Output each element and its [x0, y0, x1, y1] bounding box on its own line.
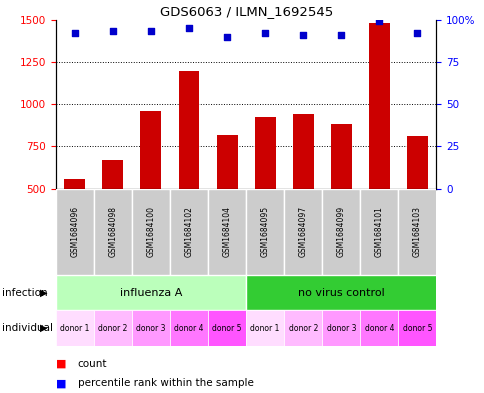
- Bar: [360, 189, 398, 275]
- Point: [71, 30, 78, 36]
- Text: donor 2: donor 2: [98, 324, 127, 332]
- Bar: [170, 189, 208, 275]
- Bar: [398, 310, 436, 346]
- Bar: [178, 71, 199, 189]
- Point: [223, 33, 230, 40]
- Bar: [64, 179, 85, 189]
- Bar: [330, 125, 351, 189]
- Bar: [245, 310, 284, 346]
- Text: donor 1: donor 1: [60, 324, 90, 332]
- Bar: [56, 189, 94, 275]
- Title: GDS6063 / ILMN_1692545: GDS6063 / ILMN_1692545: [159, 6, 332, 18]
- Text: GSM1684096: GSM1684096: [70, 206, 79, 257]
- Bar: [245, 275, 436, 310]
- Text: GSM1684097: GSM1684097: [298, 206, 307, 257]
- Text: GSM1684104: GSM1684104: [222, 206, 231, 257]
- Text: donor 2: donor 2: [288, 324, 318, 332]
- Text: count: count: [77, 358, 107, 369]
- Bar: [208, 189, 245, 275]
- Text: infection: infection: [2, 288, 48, 298]
- Text: GSM1684102: GSM1684102: [184, 206, 193, 257]
- Text: GSM1684098: GSM1684098: [108, 206, 117, 257]
- Text: influenza A: influenza A: [120, 288, 182, 298]
- Bar: [254, 117, 275, 189]
- Text: GSM1684095: GSM1684095: [260, 206, 269, 257]
- Point: [413, 30, 421, 36]
- Text: GSM1684103: GSM1684103: [412, 206, 421, 257]
- Bar: [170, 310, 208, 346]
- Bar: [132, 310, 170, 346]
- Text: ▶: ▶: [40, 288, 47, 298]
- Text: percentile rank within the sample: percentile rank within the sample: [77, 378, 253, 388]
- Point: [185, 25, 193, 31]
- Text: donor 5: donor 5: [212, 324, 242, 332]
- Text: no virus control: no virus control: [297, 288, 384, 298]
- Point: [147, 28, 154, 35]
- Bar: [208, 310, 245, 346]
- Bar: [322, 189, 360, 275]
- Point: [299, 32, 306, 38]
- Bar: [284, 189, 321, 275]
- Bar: [216, 134, 237, 189]
- Bar: [368, 23, 389, 189]
- Bar: [56, 310, 94, 346]
- Bar: [406, 136, 427, 189]
- Bar: [56, 275, 245, 310]
- Bar: [292, 114, 313, 189]
- Text: individual: individual: [2, 323, 53, 333]
- Text: ■: ■: [56, 378, 66, 388]
- Point: [109, 28, 117, 35]
- Bar: [245, 189, 284, 275]
- Point: [261, 30, 269, 36]
- Text: ▶: ▶: [40, 323, 47, 333]
- Text: donor 4: donor 4: [364, 324, 393, 332]
- Bar: [94, 310, 132, 346]
- Bar: [322, 310, 360, 346]
- Text: GSM1684099: GSM1684099: [336, 206, 345, 257]
- Bar: [360, 310, 398, 346]
- Bar: [140, 111, 161, 189]
- Text: donor 3: donor 3: [136, 324, 166, 332]
- Bar: [102, 160, 123, 189]
- Bar: [94, 189, 132, 275]
- Text: donor 1: donor 1: [250, 324, 279, 332]
- Text: donor 3: donor 3: [326, 324, 355, 332]
- Text: donor 5: donor 5: [402, 324, 431, 332]
- Bar: [132, 189, 170, 275]
- Text: ■: ■: [56, 358, 66, 369]
- Point: [337, 32, 345, 38]
- Bar: [398, 189, 436, 275]
- Text: GSM1684101: GSM1684101: [374, 206, 383, 257]
- Point: [375, 18, 382, 24]
- Bar: [284, 310, 321, 346]
- Text: donor 4: donor 4: [174, 324, 203, 332]
- Text: GSM1684100: GSM1684100: [146, 206, 155, 257]
